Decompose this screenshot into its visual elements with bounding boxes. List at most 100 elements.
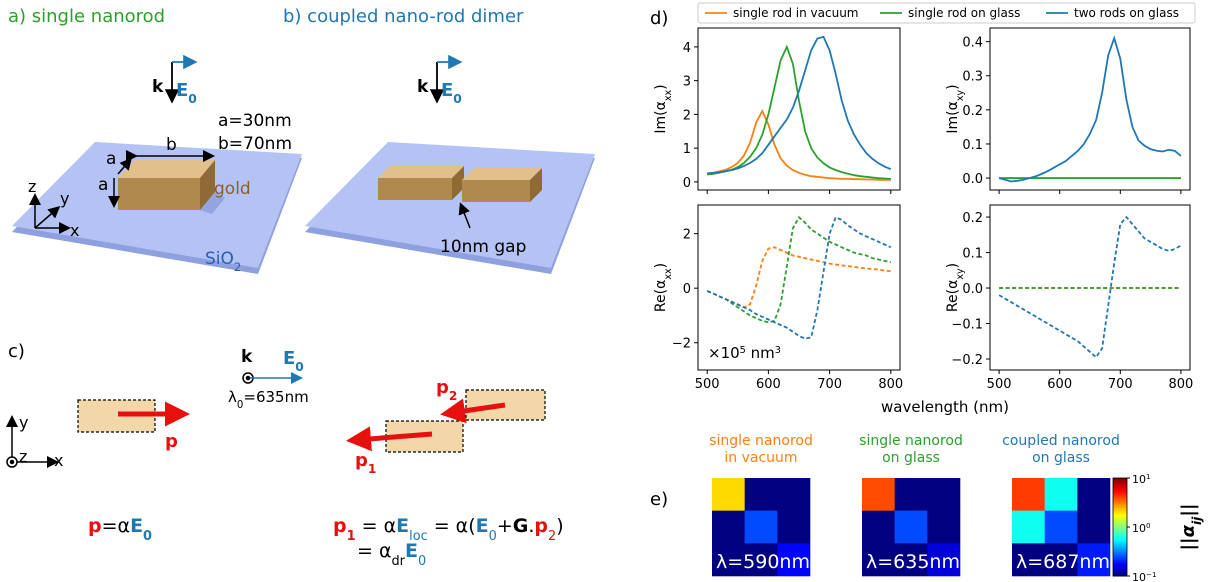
colorbar-slice bbox=[1113, 574, 1127, 577]
heatmap-cell bbox=[1077, 543, 1111, 577]
label: c) bbox=[8, 341, 25, 362]
text-part: 2 bbox=[234, 260, 241, 274]
colorbar-slice bbox=[1113, 525, 1127, 528]
label: b bbox=[166, 135, 177, 155]
colorbar-tick-label: 101 bbox=[1132, 472, 1151, 487]
colorbar-slice bbox=[1113, 512, 1127, 515]
colorbar-slice bbox=[1113, 481, 1127, 484]
dimension-arrows bbox=[108, 150, 215, 208]
colorbar-slice bbox=[1113, 502, 1127, 505]
legend-label: single rod on glass bbox=[908, 6, 1020, 20]
text-part: E bbox=[405, 540, 418, 562]
text-part: = α( bbox=[428, 515, 476, 537]
text-part: −2 bbox=[672, 337, 691, 352]
colorbar-slice bbox=[1113, 494, 1127, 497]
y-tick-label: 2 bbox=[683, 108, 691, 123]
text-part: p bbox=[534, 515, 548, 537]
y-axis-label: Im(αxy) bbox=[945, 84, 966, 133]
label: k bbox=[152, 77, 164, 97]
colorbar-slice bbox=[1113, 505, 1127, 508]
plot-frame bbox=[989, 27, 1191, 191]
y-tick-label: 0 bbox=[683, 282, 691, 297]
colorbar-slice bbox=[1113, 558, 1127, 561]
text-part: SiO bbox=[205, 249, 234, 269]
heatmap-cell bbox=[862, 543, 895, 577]
heatmap-cell bbox=[1012, 510, 1045, 544]
y-tick-label: 0.2 bbox=[962, 211, 983, 226]
colorbar-slice bbox=[1113, 487, 1127, 490]
text-part: 5 bbox=[740, 345, 746, 356]
y-tick-label: 0.0 bbox=[962, 172, 983, 187]
text-part: a bbox=[106, 149, 116, 169]
colorbar-slice bbox=[1113, 571, 1127, 574]
text-part: λ=687nm bbox=[1016, 551, 1110, 573]
colorbar-slice bbox=[1113, 522, 1127, 525]
text-part: xy bbox=[955, 268, 966, 280]
heatmap-title: single nanorod bbox=[709, 433, 813, 449]
text-part: 10 bbox=[1132, 571, 1146, 582]
text-part: 500 bbox=[695, 377, 720, 392]
text-part: E bbox=[441, 80, 453, 101]
heatmap-cell bbox=[1077, 510, 1111, 544]
text-part: E bbox=[283, 348, 295, 369]
text-part: G bbox=[513, 515, 529, 537]
text-part: 700 bbox=[1108, 377, 1133, 392]
x-tick-label: 800 bbox=[878, 377, 903, 392]
text-part: 0.1 bbox=[962, 138, 983, 153]
label: d) bbox=[650, 8, 668, 29]
text-part: Re(α bbox=[945, 280, 961, 312]
text-part: λ=590nm bbox=[716, 551, 810, 573]
heatmap-cell bbox=[1044, 510, 1078, 544]
text-part: 0 bbox=[489, 529, 497, 544]
label: b=70nm bbox=[218, 134, 292, 154]
text-part: a bbox=[98, 175, 108, 195]
colorbar-slice bbox=[1113, 509, 1127, 512]
label: p bbox=[165, 431, 178, 452]
heatmap-cell bbox=[862, 510, 895, 544]
heatmap-cell bbox=[894, 478, 928, 511]
heatmap-cell bbox=[712, 478, 745, 511]
text-part: a=30nm bbox=[218, 111, 292, 131]
label: E0 bbox=[176, 80, 197, 106]
label: p1 bbox=[355, 450, 376, 476]
text-part: 0.1 bbox=[962, 247, 983, 262]
colorbar-slice bbox=[1113, 559, 1127, 562]
colorbar-slice bbox=[1113, 527, 1127, 530]
label: λ0=635nm bbox=[228, 388, 309, 411]
text-part: ||α bbox=[1178, 524, 1199, 550]
y-axis-label: Im(αxx) bbox=[653, 84, 674, 133]
x-tick-label: 700 bbox=[1108, 377, 1133, 392]
text-part: 600 bbox=[756, 377, 781, 392]
plot-frame bbox=[697, 204, 901, 371]
x-tick-label: 500 bbox=[987, 377, 1012, 392]
label: E0 bbox=[283, 348, 304, 374]
legend-box bbox=[697, 2, 1196, 24]
text-part: xx bbox=[663, 268, 674, 280]
colorbar-slice bbox=[1113, 538, 1127, 541]
text-part: single rod on glass bbox=[908, 6, 1020, 20]
text-part: 0 bbox=[143, 529, 152, 544]
field-arrows-a bbox=[164, 54, 198, 104]
text-part: 4 bbox=[683, 41, 691, 56]
text-part: ij bbox=[1190, 516, 1204, 525]
y-axis-label: Re(αxy) bbox=[945, 263, 966, 312]
heatmap-cell bbox=[744, 543, 778, 577]
text-part: p bbox=[165, 431, 178, 452]
y-tick-label: −0.2 bbox=[951, 353, 983, 368]
text-part: wavelength (nm) bbox=[881, 398, 1009, 416]
heatmap-cell bbox=[927, 543, 961, 577]
series-line bbox=[707, 35, 892, 175]
text-part: k bbox=[241, 347, 253, 367]
y-tick-label: −2 bbox=[672, 337, 691, 352]
text-part: 1 bbox=[368, 462, 377, 476]
heatmap-cell bbox=[777, 510, 811, 544]
text-part: e) bbox=[650, 489, 668, 510]
text-part: y bbox=[60, 189, 69, 208]
colorbar-slice bbox=[1113, 492, 1127, 495]
text-part: 600 bbox=[1047, 377, 1072, 392]
text-part: d) bbox=[650, 8, 668, 29]
x-tick-label: 600 bbox=[756, 377, 781, 392]
colorbar-slice bbox=[1113, 566, 1127, 569]
text-part: Im(α bbox=[653, 101, 669, 133]
annotation: ×105 nm3 bbox=[708, 344, 781, 362]
